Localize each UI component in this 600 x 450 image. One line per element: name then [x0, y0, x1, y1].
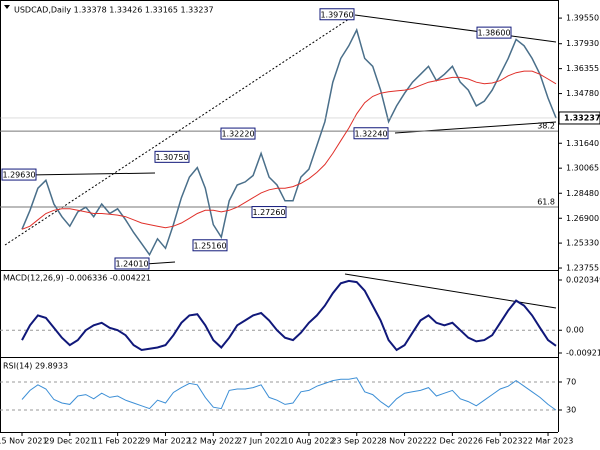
- price-label: 1.30750: [155, 153, 188, 162]
- x-tick-label: 27 Jun 2022: [237, 437, 285, 446]
- price-label: 1.38600: [477, 29, 510, 38]
- price-label-box: [220, 127, 256, 140]
- price-label: 1.39760: [320, 10, 353, 19]
- fib-label: 61.8: [537, 198, 555, 207]
- y-tick-label: 1.25330: [566, 239, 599, 248]
- panel-title: USDCAD,Daily 1.33378 1.33426 1.33165 1.3…: [14, 6, 214, 15]
- trend-line: [27, 172, 156, 176]
- y-tick-label: 1.39550: [566, 14, 599, 23]
- trend-line: [344, 273, 557, 309]
- y-tick-label: 1.31640: [566, 139, 599, 148]
- y-tick-label: -0.009215: [566, 349, 600, 358]
- menu-icon: [4, 5, 10, 9]
- panel-title: MACD(12,26,9) -0.006336 -0.004221: [3, 274, 151, 283]
- price-label-box: [476, 26, 512, 39]
- y-tick-label: 1.30065: [566, 164, 599, 173]
- series-line: [21, 279, 557, 352]
- fib-label: 38.2: [537, 122, 555, 131]
- y-tick-label: 0.00: [566, 326, 584, 335]
- x-tick-label: 8 Nov 2022: [381, 437, 427, 446]
- x-tick-label: 29 Mar 2022: [140, 437, 191, 446]
- y-tick-label: 1.28480: [566, 189, 599, 198]
- x-tick-label: 23 Sep 2022: [331, 437, 382, 446]
- series-line: [21, 27, 557, 257]
- series-line: [21, 70, 557, 230]
- price-label-box: [1, 168, 37, 181]
- last-price-box: [558, 111, 600, 125]
- y-tick-label: 1.26900: [566, 214, 599, 223]
- x-tick-label: 29 Dec 2021: [44, 437, 95, 446]
- y-tick-label: 1.34780: [566, 89, 599, 98]
- series-line: [21, 377, 557, 411]
- price-label: 1.29630: [2, 171, 35, 180]
- price-label-box: [154, 150, 190, 163]
- last-price-label: 1.33237: [564, 113, 600, 122]
- y-tick-label: 70: [566, 377, 576, 386]
- x-tick-label: 22 Dec 2022: [427, 437, 478, 446]
- price-label: 1.27260: [252, 208, 285, 217]
- price-label-box: [353, 127, 389, 140]
- price-label-box: [114, 257, 150, 270]
- y-tick-label: 30: [566, 405, 576, 414]
- price-label: 1.32220: [221, 130, 254, 139]
- x-tick-label: 6 Feb 2023: [478, 437, 523, 446]
- x-tick-label: 11 Feb 2022: [93, 437, 143, 446]
- y-tick-label: 0.020349: [566, 276, 600, 285]
- y-tick-label: 1.23755: [566, 264, 599, 273]
- price-label: 1.24010: [115, 259, 148, 268]
- trend-line: [354, 14, 557, 43]
- y-tick-label: 1.36355: [566, 64, 599, 73]
- price-label-box: [251, 206, 287, 219]
- y-tick-label: 1.37930: [566, 39, 599, 48]
- price-label-box: [192, 239, 228, 252]
- price-label: 1.32240: [354, 129, 387, 138]
- x-tick-label: 10 Aug 2022: [283, 437, 334, 446]
- x-tick-label: 22 Mar 2023: [523, 437, 574, 446]
- x-tick-label: 12 May 2022: [187, 437, 239, 446]
- price-label-box: [319, 8, 355, 21]
- price-label: 1.25160: [193, 241, 226, 250]
- x-tick-label: 15 Nov 2021: [0, 437, 48, 446]
- panel-title: RSI(14) 29.8933: [3, 362, 68, 371]
